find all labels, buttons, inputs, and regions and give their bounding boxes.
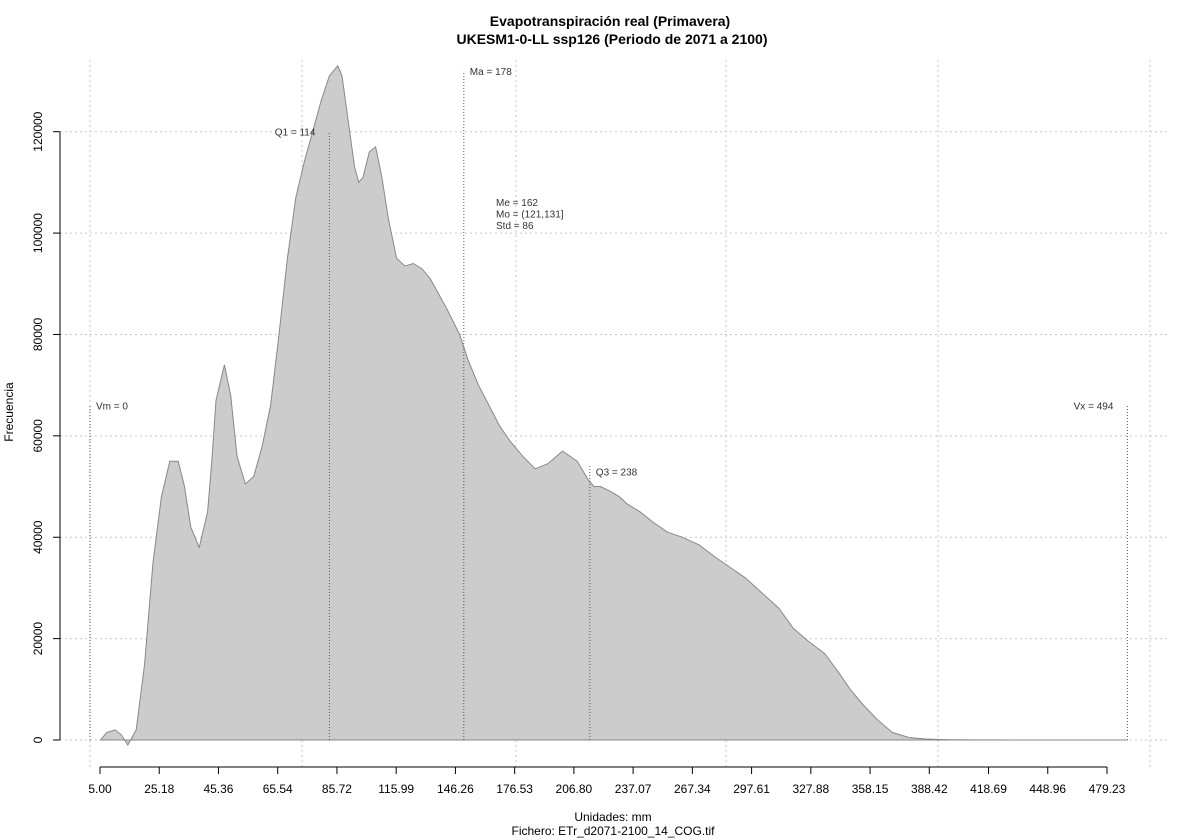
annotation-label-3: Q3 = 238 (596, 467, 638, 478)
x-tick-label: 388.42 (911, 782, 948, 796)
x-tick-label: 327.88 (792, 782, 829, 796)
stat-line-2: Std = 86 (496, 221, 534, 232)
y-tick-label: 20000 (31, 622, 45, 656)
y-tick-label: 0 (31, 736, 45, 743)
annotation-label-4: Vx = 494 (1074, 401, 1114, 412)
annotation-label-0: Vm = 0 (96, 401, 128, 412)
file-footer: Fichero: ETr_d2071-2100_14_COG.tif (512, 824, 716, 838)
x-tick-label: 146.26 (437, 782, 474, 796)
x-tick-label: 85.72 (322, 782, 352, 796)
x-axis: 5.00 25.18 45.36 65.54 85.72 115.99 146.26 176.… (88, 766, 1126, 796)
x-axis-label: Unidades: mm (574, 810, 651, 824)
annotation-lines (89, 70, 1128, 740)
y-axis: 0 20000 40000 60000 80000 100000 120000 (31, 111, 61, 743)
x-tick-label: 237.07 (615, 782, 652, 796)
chart-subtitle: UKESM1-0-LL ssp126 (Periodo de 2071 a 21… (457, 31, 768, 47)
x-tick-label: 418.69 (970, 782, 1007, 796)
x-tick-label: 115.99 (378, 782, 414, 796)
annotation-labels: Vm = 0 Q1 = 114 Ma = 178 Q3 = 238 Vx = 494 (96, 67, 1114, 478)
y-tick-label: 100000 (31, 213, 45, 253)
y-tick-label: 80000 (31, 317, 45, 351)
x-tick-label: 25.18 (144, 782, 174, 796)
annotation-label-1: Q1 = 114 (275, 128, 316, 139)
x-tick-label: 448.96 (1029, 782, 1066, 796)
stat-line-0: Me = 162 (496, 198, 538, 209)
y-tick-label: 60000 (31, 419, 45, 453)
x-tick-label: 65.54 (263, 782, 293, 796)
y-tick-label: 40000 (31, 520, 45, 554)
y-axis-label: Frecuencia (2, 382, 16, 442)
x-tick-label: 358.15 (852, 782, 889, 796)
x-tick-label: 479.23 (1089, 782, 1126, 796)
x-tick-label: 176.53 (496, 782, 533, 796)
y-tick-label: 120000 (31, 111, 45, 151)
x-tick-label: 267.34 (674, 782, 711, 796)
stat-line-1: Mo = (121,131] (496, 210, 564, 221)
x-tick-label: 206.80 (556, 782, 593, 796)
frequency-area (99, 64, 1128, 747)
annotation-label-2: Ma = 178 (470, 67, 512, 78)
x-tick-label: 5.00 (88, 782, 112, 796)
chart-title: Evapotranspiración real (Primavera) (490, 13, 730, 29)
x-tick-label: 45.36 (203, 782, 233, 796)
x-tick-label: 297.61 (733, 782, 770, 796)
